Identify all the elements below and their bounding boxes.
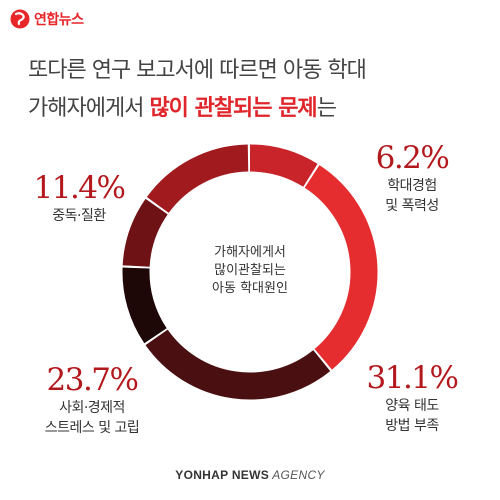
category-label: 사회·경제적 스트레스 및 고립 <box>44 400 140 436</box>
label-parenting-skills: 31.1% 양육 태도 방법 부족 <box>352 360 472 436</box>
percent-label: 23.7% <box>46 362 139 398</box>
headline-highlight: 많이 관찰되는 문제 <box>149 96 317 121</box>
headline: 또다른 연구 보고서에 따르면 아동 학대 가해자에게서 많이 관찰되는 문제는 <box>28 52 478 128</box>
label-addiction-illness: 11.4% 중독·질환 <box>24 170 134 226</box>
donut-arc-5 <box>122 198 168 268</box>
footer-credit: YONHAP NEWS AGENCY <box>0 468 500 482</box>
donut-arc-2 <box>304 165 378 370</box>
category-label: 중독·질환 <box>52 208 106 224</box>
donut-arc-1 <box>249 144 318 187</box>
center-label-line: 많이관찰되는 <box>214 263 286 278</box>
brand-name: 연합뉴스 <box>34 12 84 28</box>
donut-arc-4 <box>122 267 167 344</box>
headline-line-2-suffix: 는 <box>316 96 337 121</box>
percent-label: 11.4% <box>33 170 126 206</box>
category-label: 학대경험 및 폭력성 <box>385 178 439 214</box>
donut-center-label: 가해자에게서 많이관찰되는 아동 학대원인 <box>190 244 310 298</box>
category-label: 양육 태도 방법 부족 <box>385 398 439 434</box>
footer-credit-bold: YONHAP NEWS <box>175 468 270 482</box>
label-socioeconomic-stress: 23.7% 사회·경제적 스트레스 및 고립 <box>22 362 162 438</box>
brand-header: 연합뉴스 <box>10 6 84 32</box>
donut-arc-3 <box>145 329 331 400</box>
percent-label: 31.1% <box>366 360 459 396</box>
center-label-line: 아동 학대원인 <box>212 281 288 296</box>
label-abuse-experience: 6.2% 학대경험 및 폭력성 <box>362 140 462 216</box>
center-label-line: 가해자에게서 <box>214 245 286 260</box>
donut-arc-6 <box>146 144 249 214</box>
headline-line-2-prefix: 가해자에게서 <box>28 96 150 121</box>
footer-credit-rest: AGENCY <box>269 468 325 482</box>
yonhap-logo-icon <box>10 9 30 29</box>
headline-line-2: 가해자에게서 많이 관찰되는 문제는 <box>28 90 478 128</box>
headline-line-1: 또다른 연구 보고서에 따르면 아동 학대 <box>28 58 367 83</box>
percent-label: 6.2% <box>375 140 450 176</box>
